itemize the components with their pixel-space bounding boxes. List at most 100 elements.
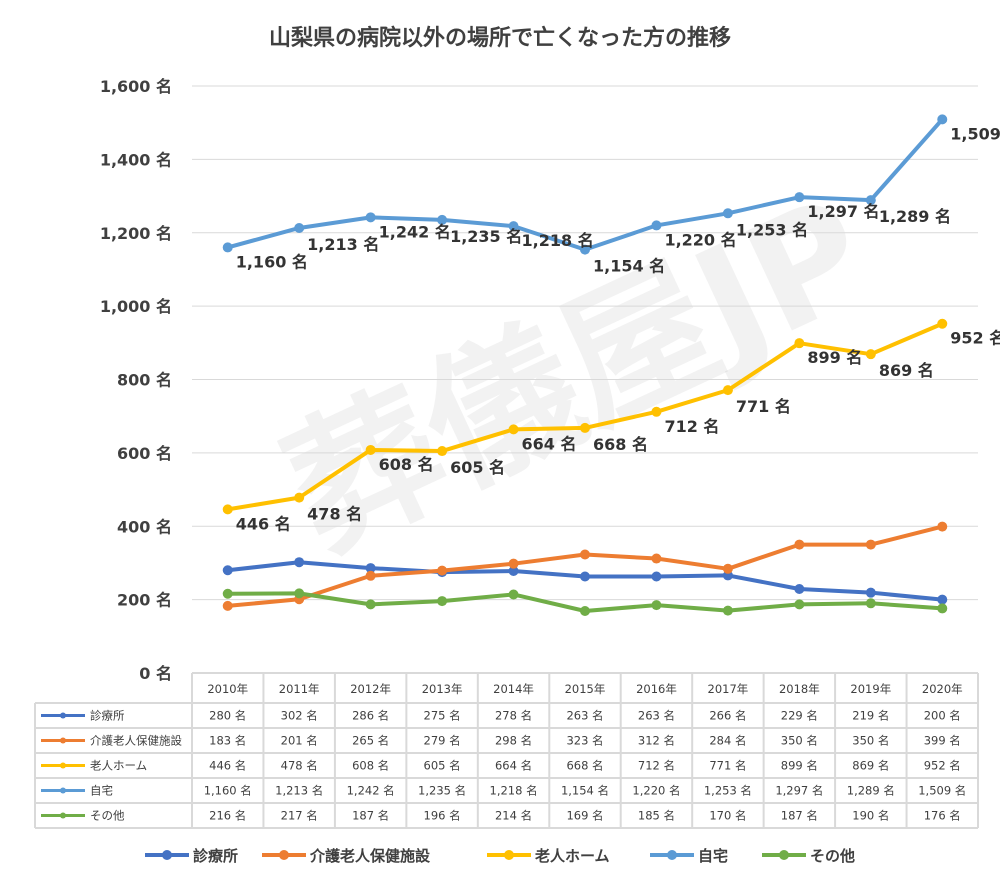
legend-marker xyxy=(162,850,172,860)
data-point xyxy=(294,557,305,568)
table-row-label: 介護老人保健施設 xyxy=(90,734,182,748)
data-label: 446 名 xyxy=(236,514,291,533)
y-tick-label: 0 名 xyxy=(139,664,172,683)
legend-item[interactable]: 介護老人保健施設 xyxy=(262,847,431,865)
legend-item[interactable]: 自宅 xyxy=(650,847,728,865)
table-cell: 196 名 xyxy=(424,809,461,823)
table-cell: 266 名 xyxy=(709,709,746,723)
data-point xyxy=(794,192,805,203)
data-point xyxy=(437,214,448,225)
data-point xyxy=(865,349,876,360)
data-point xyxy=(294,222,305,233)
data-point xyxy=(865,598,876,609)
table-cell: 478 名 xyxy=(281,759,318,773)
data-point xyxy=(508,424,519,435)
table-cell: 265 名 xyxy=(352,734,389,748)
data-label: 771 名 xyxy=(736,397,791,416)
x-category-label: 2018年 xyxy=(779,682,820,696)
table-cell: 200 名 xyxy=(924,709,961,723)
data-point xyxy=(580,422,590,433)
table-legend-marker xyxy=(60,712,66,719)
data-label: 668 名 xyxy=(593,435,648,454)
table-cell: 869 名 xyxy=(852,759,889,773)
data-point xyxy=(508,558,519,569)
table-cell: 275 名 xyxy=(424,709,461,723)
data-label: 1,235 名 xyxy=(450,227,522,246)
table-row-label: 自宅 xyxy=(90,784,113,798)
table-cell: 608 名 xyxy=(352,759,389,773)
data-point xyxy=(722,605,733,616)
legend-item[interactable]: その他 xyxy=(762,847,855,865)
table-cell: 446 名 xyxy=(209,759,246,773)
table-cell: 190 名 xyxy=(852,809,889,823)
table-cell: 350 名 xyxy=(781,734,818,748)
data-point xyxy=(794,599,805,610)
table-row-label: 診療所 xyxy=(90,709,125,723)
x-category-label: 2010年 xyxy=(207,682,248,696)
legend-marker xyxy=(779,850,789,860)
table-cell: 668 名 xyxy=(566,759,603,773)
table-cell: 1,160 名 xyxy=(204,784,252,798)
data-point xyxy=(651,220,662,231)
data-point xyxy=(651,553,662,564)
x-category-label: 2011年 xyxy=(279,682,320,696)
table-cell: 1,297 名 xyxy=(775,784,823,798)
data-label: 1,509 名 xyxy=(950,124,1000,143)
data-point xyxy=(437,446,448,457)
data-point xyxy=(865,195,876,206)
data-point xyxy=(365,563,376,574)
data-label: 899 名 xyxy=(807,348,862,367)
table-cell: 278 名 xyxy=(495,709,532,723)
data-label: 1,218 名 xyxy=(522,231,594,250)
data-point xyxy=(508,221,519,232)
data-label: 1,242 名 xyxy=(379,222,451,241)
table-cell: 201 名 xyxy=(281,734,318,748)
table-cell: 229 名 xyxy=(781,709,818,723)
table-cell: 170 名 xyxy=(709,809,746,823)
data-point xyxy=(722,208,733,219)
data-point xyxy=(580,605,590,616)
table-cell: 323 名 xyxy=(566,734,603,748)
data-label: 869 名 xyxy=(879,361,934,380)
data-point xyxy=(651,406,662,417)
y-tick-label: 200 名 xyxy=(117,591,172,610)
table-cell: 263 名 xyxy=(638,709,675,723)
legend-item[interactable]: 老人ホーム xyxy=(487,847,610,865)
table-cell: 216 名 xyxy=(209,809,246,823)
data-label: 664 名 xyxy=(522,434,577,453)
data-point xyxy=(222,242,233,253)
table-cell: 302 名 xyxy=(281,709,318,723)
y-tick-label: 1,400 名 xyxy=(100,150,172,169)
legend-label: 介護老人保健施設 xyxy=(309,847,431,865)
data-point xyxy=(794,583,805,594)
table-cell: 279 名 xyxy=(424,734,461,748)
table-cell: 183 名 xyxy=(209,734,246,748)
table-cell: 1,242 名 xyxy=(347,784,395,798)
table-cell: 1,218 名 xyxy=(490,784,538,798)
table-cell: 771 名 xyxy=(709,759,746,773)
table-cell: 263 名 xyxy=(566,709,603,723)
data-point xyxy=(580,571,590,582)
y-tick-label: 1,200 名 xyxy=(100,224,172,243)
table-cell: 605 名 xyxy=(424,759,461,773)
data-point xyxy=(651,571,662,582)
y-tick-label: 1,600 名 xyxy=(100,77,172,96)
x-category-label: 2012年 xyxy=(350,682,391,696)
data-label: 478 名 xyxy=(307,505,362,524)
data-point xyxy=(365,444,376,455)
x-category-label: 2014年 xyxy=(493,682,534,696)
table-cell: 217 名 xyxy=(281,809,318,823)
data-point xyxy=(580,549,590,560)
data-point xyxy=(222,565,233,576)
data-point xyxy=(222,588,233,599)
table-cell: 1,220 名 xyxy=(632,784,680,798)
data-point xyxy=(222,600,233,611)
data-point xyxy=(937,114,948,125)
legend-item[interactable]: 診療所 xyxy=(145,847,238,865)
data-label: 1,297 名 xyxy=(807,202,879,221)
data-point xyxy=(722,385,733,396)
data-point xyxy=(365,212,376,223)
data-label: 1,160 名 xyxy=(236,252,308,271)
data-point xyxy=(222,504,233,515)
